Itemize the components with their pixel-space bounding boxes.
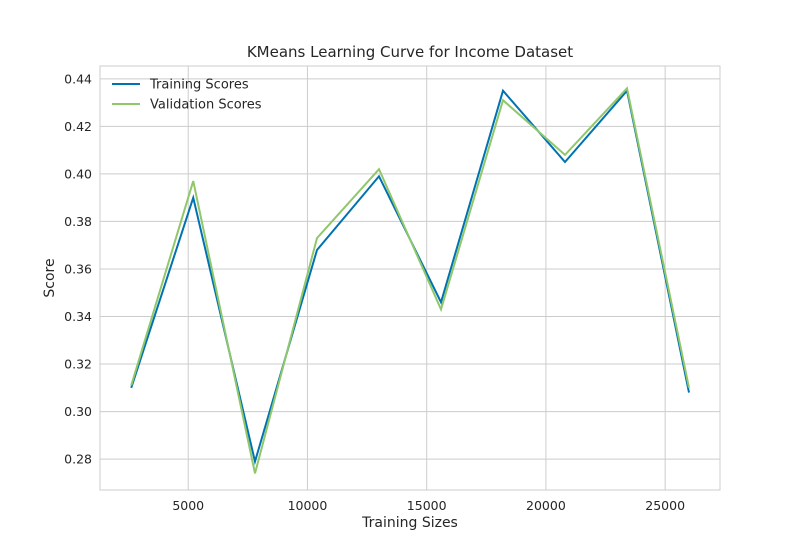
legend-label-validation: Validation Scores <box>150 98 262 113</box>
x-tick-label: 5000 <box>172 498 204 513</box>
legend-label-training: Training Scores <box>149 78 249 93</box>
legend: Training Scores Validation Scores <box>112 78 262 113</box>
y-axis-label: Score <box>42 258 58 297</box>
series-layer <box>130 86 690 474</box>
x-tick-label: 10000 <box>288 498 328 513</box>
x-tick-label: 20000 <box>526 498 566 513</box>
chart-title: KMeans Learning Curve for Income Dataset <box>247 43 573 61</box>
y-tick-label: 0.40 <box>64 166 92 181</box>
x-tick-label: 25000 <box>645 498 685 513</box>
tick-layer: 5000 10000 15000 20000 25000 0.28 0.30 0.32 0.34… <box>64 71 685 513</box>
x-axis-label: Training Sizes <box>361 515 458 531</box>
series-line-validation <box>130 86 690 474</box>
y-tick-label: 0.30 <box>64 404 92 419</box>
y-tick-label: 0.28 <box>64 452 92 467</box>
y-tick-label: 0.32 <box>64 357 92 372</box>
y-tick-label: 0.42 <box>64 119 92 134</box>
x-tick-label: 15000 <box>407 498 447 513</box>
y-tick-label: 0.34 <box>64 309 92 324</box>
plot-area <box>99 65 721 491</box>
y-tick-label: 0.44 <box>64 71 92 86</box>
y-tick-label: 0.36 <box>64 261 92 276</box>
y-tick-label: 0.38 <box>64 214 92 229</box>
